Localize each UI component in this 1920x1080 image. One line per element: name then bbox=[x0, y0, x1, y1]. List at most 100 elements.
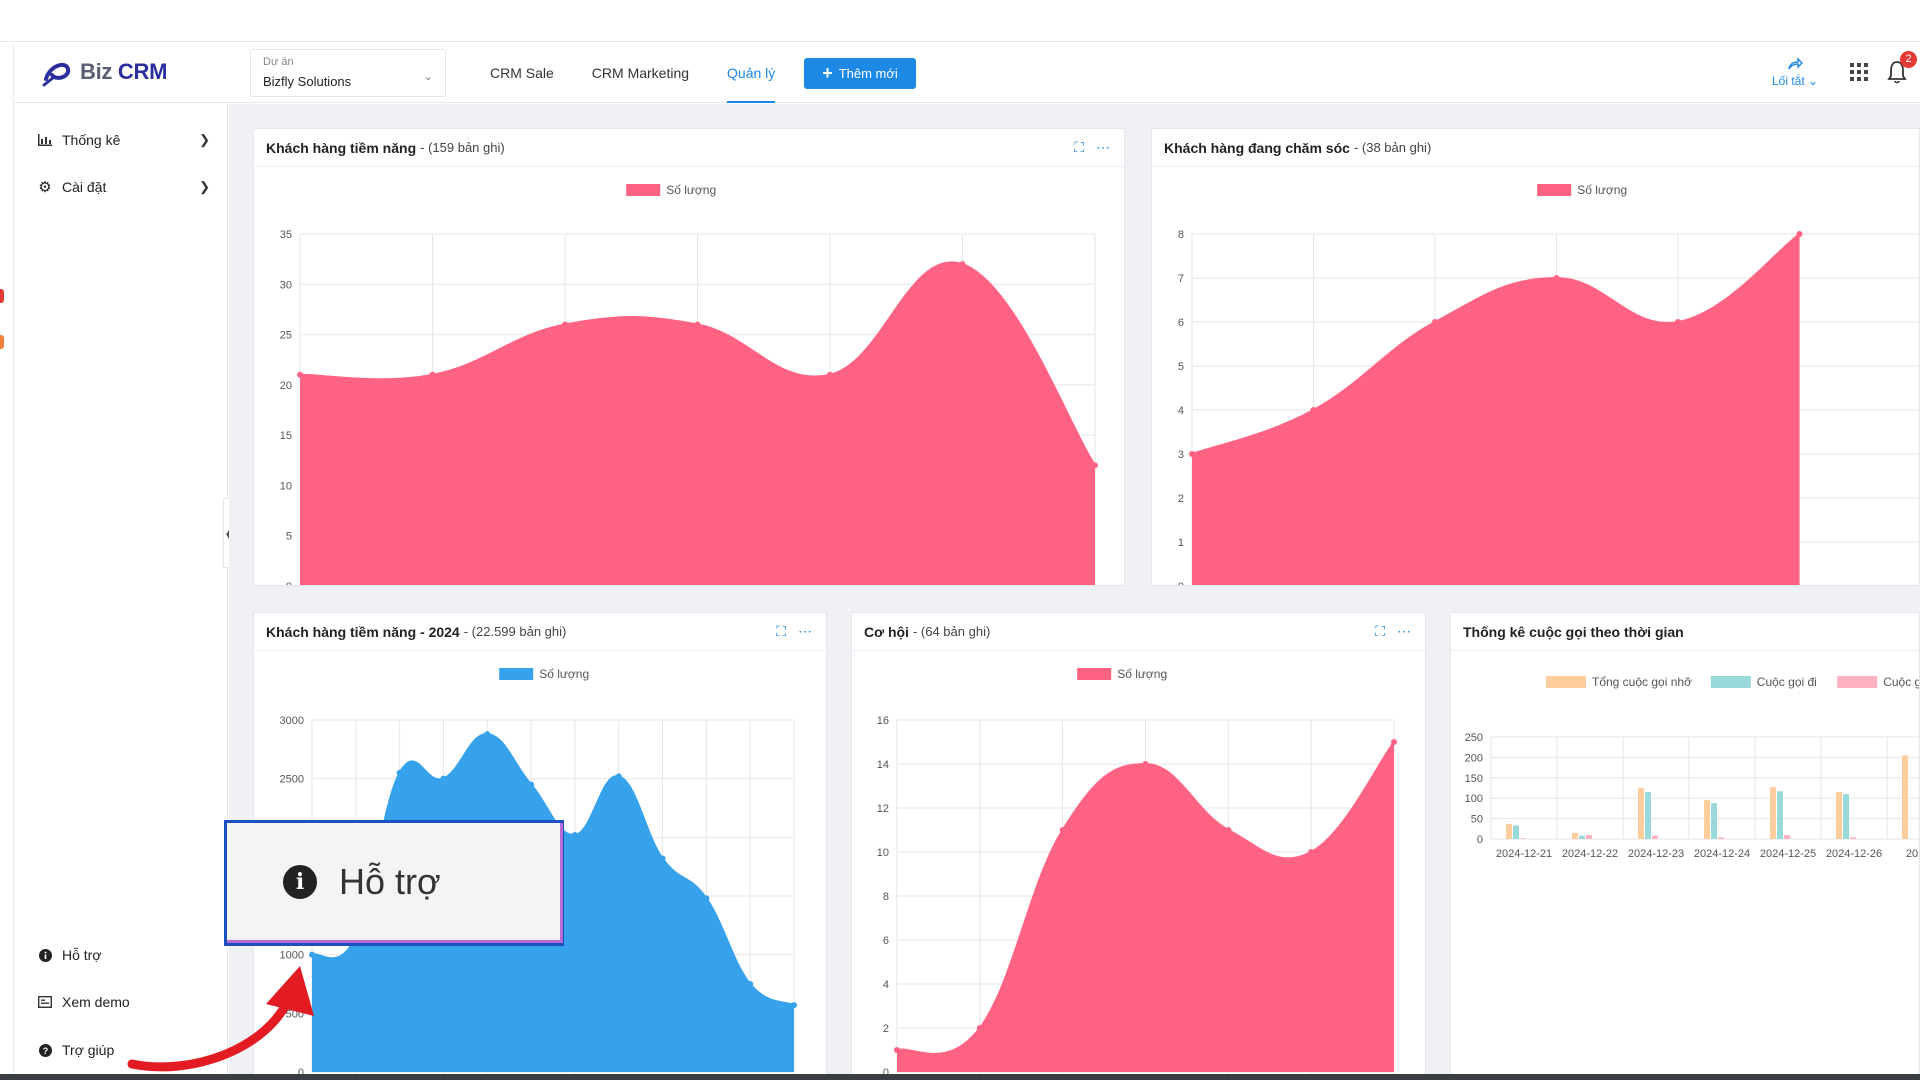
red-pointer-arrow-icon bbox=[127, 966, 314, 1072]
shortcut-menu[interactable]: Lối tắt ⌄ bbox=[1772, 57, 1818, 88]
sidebar-item-label: Trợ giúp bbox=[62, 1042, 115, 1058]
add-new-button[interactable]: + Thêm mới bbox=[804, 58, 916, 89]
data-point bbox=[959, 261, 966, 268]
series-line bbox=[1191, 233, 1801, 455]
sidebar-item-tro-giup[interactable]: ? Trợ giúp bbox=[38, 1039, 210, 1061]
data-point bbox=[659, 855, 666, 862]
tab-crm-sale[interactable]: CRM Sale bbox=[490, 65, 554, 81]
fullscreen-icon[interactable]: ⛶ bbox=[1074, 139, 1084, 155]
x-tick-label: 2024-12-22 bbox=[1562, 848, 1618, 860]
data-point bbox=[309, 951, 315, 958]
logo-text: Biz CRM bbox=[80, 59, 168, 84]
bar bbox=[1718, 837, 1724, 839]
sidebar-item-label: Cài đặt bbox=[62, 179, 107, 195]
bar bbox=[1784, 834, 1790, 839]
chevron-right-icon: ❯ bbox=[199, 179, 210, 194]
data-point bbox=[1092, 462, 1098, 469]
chevron-down-icon: ⌄ bbox=[1808, 74, 1819, 88]
data-point bbox=[528, 781, 535, 788]
fullscreen-icon[interactable]: ⛶ bbox=[776, 623, 786, 639]
x-tick-label: 2024-12-25 bbox=[1760, 848, 1816, 860]
y-tick-label: 25 bbox=[280, 330, 292, 342]
app-logo[interactable]: Biz CRM bbox=[40, 55, 167, 89]
sidebar-item-thong-ke[interactable]: Thống kê ❯ bbox=[38, 129, 210, 151]
y-tick-label: 6 bbox=[1178, 317, 1184, 329]
data-point bbox=[1225, 827, 1232, 833]
more-options-icon[interactable]: ⋯ bbox=[1397, 623, 1411, 639]
card-header: Thống kê cuộc gọi theo thời gian bbox=[1451, 613, 1919, 651]
chart-khach-hang-dang-cham-soc: 0123456782024-12-212024-12-222024-12-232… bbox=[1178, 183, 1919, 585]
project-selector[interactable]: Dự án Bizfly Solutions ⌄ bbox=[250, 49, 446, 97]
data-point bbox=[694, 321, 701, 328]
data-point bbox=[1796, 231, 1803, 237]
ho-tro-callout[interactable]: i Hỗ trợ bbox=[224, 820, 564, 946]
card-khach-hang-dang-cham-soc: Khách hàng đang chăm sóc - (38 bản ghi) … bbox=[1151, 128, 1920, 586]
bar bbox=[1836, 792, 1842, 839]
y-tick-label: 0 bbox=[286, 581, 292, 586]
y-tick-label: 6 bbox=[883, 935, 889, 947]
card-title: Khách hàng tiềm năng - 2024 bbox=[266, 623, 460, 640]
data-point bbox=[1391, 739, 1397, 745]
apps-grid-icon[interactable] bbox=[1850, 63, 1868, 81]
sidebar-item-ho-tro[interactable]: Hỗ trợ bbox=[38, 944, 210, 966]
bar bbox=[1638, 788, 1644, 839]
main-nav: CRM Sale CRM Marketing Quản lý bbox=[490, 43, 776, 103]
y-tick-label: 0 bbox=[883, 1067, 889, 1079]
card-header: Khách hàng đang chăm sóc - (38 bản ghi) bbox=[1152, 129, 1919, 167]
more-options-icon[interactable]: ⋯ bbox=[1096, 139, 1110, 155]
legend-swatch bbox=[1546, 676, 1586, 688]
y-tick-label: 0 bbox=[1477, 834, 1483, 846]
y-tick-label: 16 bbox=[877, 715, 889, 727]
callout-label: Hỗ trợ bbox=[339, 860, 441, 902]
tab-crm-marketing[interactable]: CRM Marketing bbox=[591, 65, 690, 81]
data-point bbox=[1308, 849, 1315, 855]
y-tick-label: 14 bbox=[877, 759, 889, 771]
card-count: - (38 bản ghi) bbox=[1353, 140, 1432, 155]
sidebar-item-xem-demo[interactable]: Xem demo bbox=[38, 991, 210, 1013]
legend-swatch bbox=[499, 668, 534, 680]
edge-marker bbox=[0, 289, 4, 303]
tab-quan-ly[interactable]: Quản lý bbox=[727, 43, 776, 103]
more-options-icon[interactable]: ⋯ bbox=[798, 623, 812, 639]
data-point bbox=[1142, 761, 1149, 767]
card-count: - (64 bản ghi) bbox=[912, 624, 991, 639]
data-point bbox=[703, 895, 710, 902]
series-area bbox=[300, 262, 1095, 585]
data-point bbox=[396, 769, 403, 776]
y-tick-label: 3 bbox=[1178, 449, 1184, 461]
bizcrm-logo-icon bbox=[42, 62, 71, 87]
sidebar-item-cai-dat[interactable]: ⚙ Cài đặt ❯ bbox=[38, 176, 210, 198]
left-edge-rail bbox=[0, 43, 14, 1080]
card-count: - (22.599 bản ghi) bbox=[463, 624, 567, 639]
edge-marker bbox=[0, 335, 4, 349]
plus-icon: + bbox=[822, 63, 833, 83]
fullscreen-icon[interactable]: ⛶ bbox=[1375, 623, 1385, 639]
data-point bbox=[791, 1002, 797, 1009]
data-point bbox=[562, 321, 568, 328]
data-point bbox=[976, 1025, 983, 1031]
card-title: Cơ hội bbox=[864, 623, 909, 640]
bottom-bar bbox=[0, 1074, 1920, 1080]
bar bbox=[1586, 834, 1592, 839]
data-point bbox=[615, 773, 622, 780]
shortcut-label: Lối tắt bbox=[1772, 74, 1805, 88]
data-point bbox=[571, 831, 578, 838]
notification-badge: 2 bbox=[1900, 51, 1917, 68]
y-tick-label: 1000 bbox=[280, 950, 304, 962]
bar bbox=[1843, 794, 1849, 839]
y-tick-label: 7 bbox=[1178, 273, 1184, 285]
y-tick-label: 20 bbox=[280, 380, 292, 392]
project-value: Bizfly Solutions bbox=[263, 74, 352, 89]
bar bbox=[1506, 823, 1512, 839]
y-tick-label: 2500 bbox=[280, 774, 304, 786]
chevron-right-icon: ❯ bbox=[199, 132, 210, 147]
card-header: Khách hàng tiềm năng - 2024 - (22.599 bả… bbox=[254, 613, 826, 651]
y-tick-label: 15 bbox=[280, 430, 292, 442]
y-tick-label: 250 bbox=[1465, 732, 1483, 744]
y-tick-label: 10 bbox=[280, 480, 292, 492]
legend-swatch bbox=[1077, 668, 1112, 680]
y-tick-label: 100 bbox=[1465, 793, 1483, 805]
series-area bbox=[897, 742, 1394, 1072]
sidebar: Thống kê ❯ ⚙ Cài đặt ❯ Hỗ trợ Xem demo ?… bbox=[14, 104, 228, 1080]
data-point bbox=[1059, 827, 1066, 833]
